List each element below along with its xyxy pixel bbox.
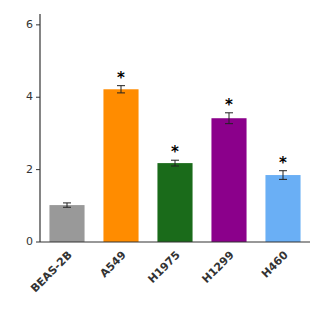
x-tick-label: H1299 [199,249,236,286]
y-tick [36,242,40,243]
bars [49,86,300,242]
bar [103,89,138,242]
bar [157,163,192,242]
x-tick-label: H1975 [145,249,182,286]
annotation: * [225,96,233,114]
chart-svg: * * * * 0 2 4 6 BEAS-2B A549 H1975 H1299 H460 [0,0,320,320]
error-stem [67,203,68,207]
error-bar [225,113,233,124]
error-bar [279,171,287,180]
error-cap [63,207,71,208]
y-axis-line [39,14,40,242]
error-cap [279,179,287,180]
annotation: * [279,154,287,172]
x-axis: BEAS-2B A549 H1975 H1299 H460 [28,242,310,295]
y-tick-label: 2 [26,163,33,176]
y-tick-label: 6 [26,18,33,31]
bar [265,175,300,242]
x-tick-label: A549 [97,249,128,280]
y-tick-label: 4 [26,90,33,103]
error-cap [225,123,233,124]
error-stem [229,113,230,124]
x-tick-label: BEAS-2B [28,249,75,296]
y-axis: 0 2 4 6 [26,14,40,248]
error-stem [121,86,122,93]
error-cap [117,92,125,93]
error-cap [171,166,179,167]
annotation: * [171,143,179,161]
error-bar [63,203,71,207]
annotation: * [117,69,125,87]
bar [49,205,84,242]
y-tick-label: 0 [26,235,33,248]
y-tick [36,24,40,25]
error-bar [117,86,125,93]
chart-container: * * * * 0 2 4 6 BEAS-2B A549 H1975 H1299 H460 [0,0,320,320]
x-axis-line [40,241,310,242]
y-tick [36,97,40,98]
x-tick-label: H460 [259,248,291,280]
error-stem [283,171,284,180]
error-cap [63,202,71,203]
y-tick [36,169,40,170]
bar [211,118,246,242]
